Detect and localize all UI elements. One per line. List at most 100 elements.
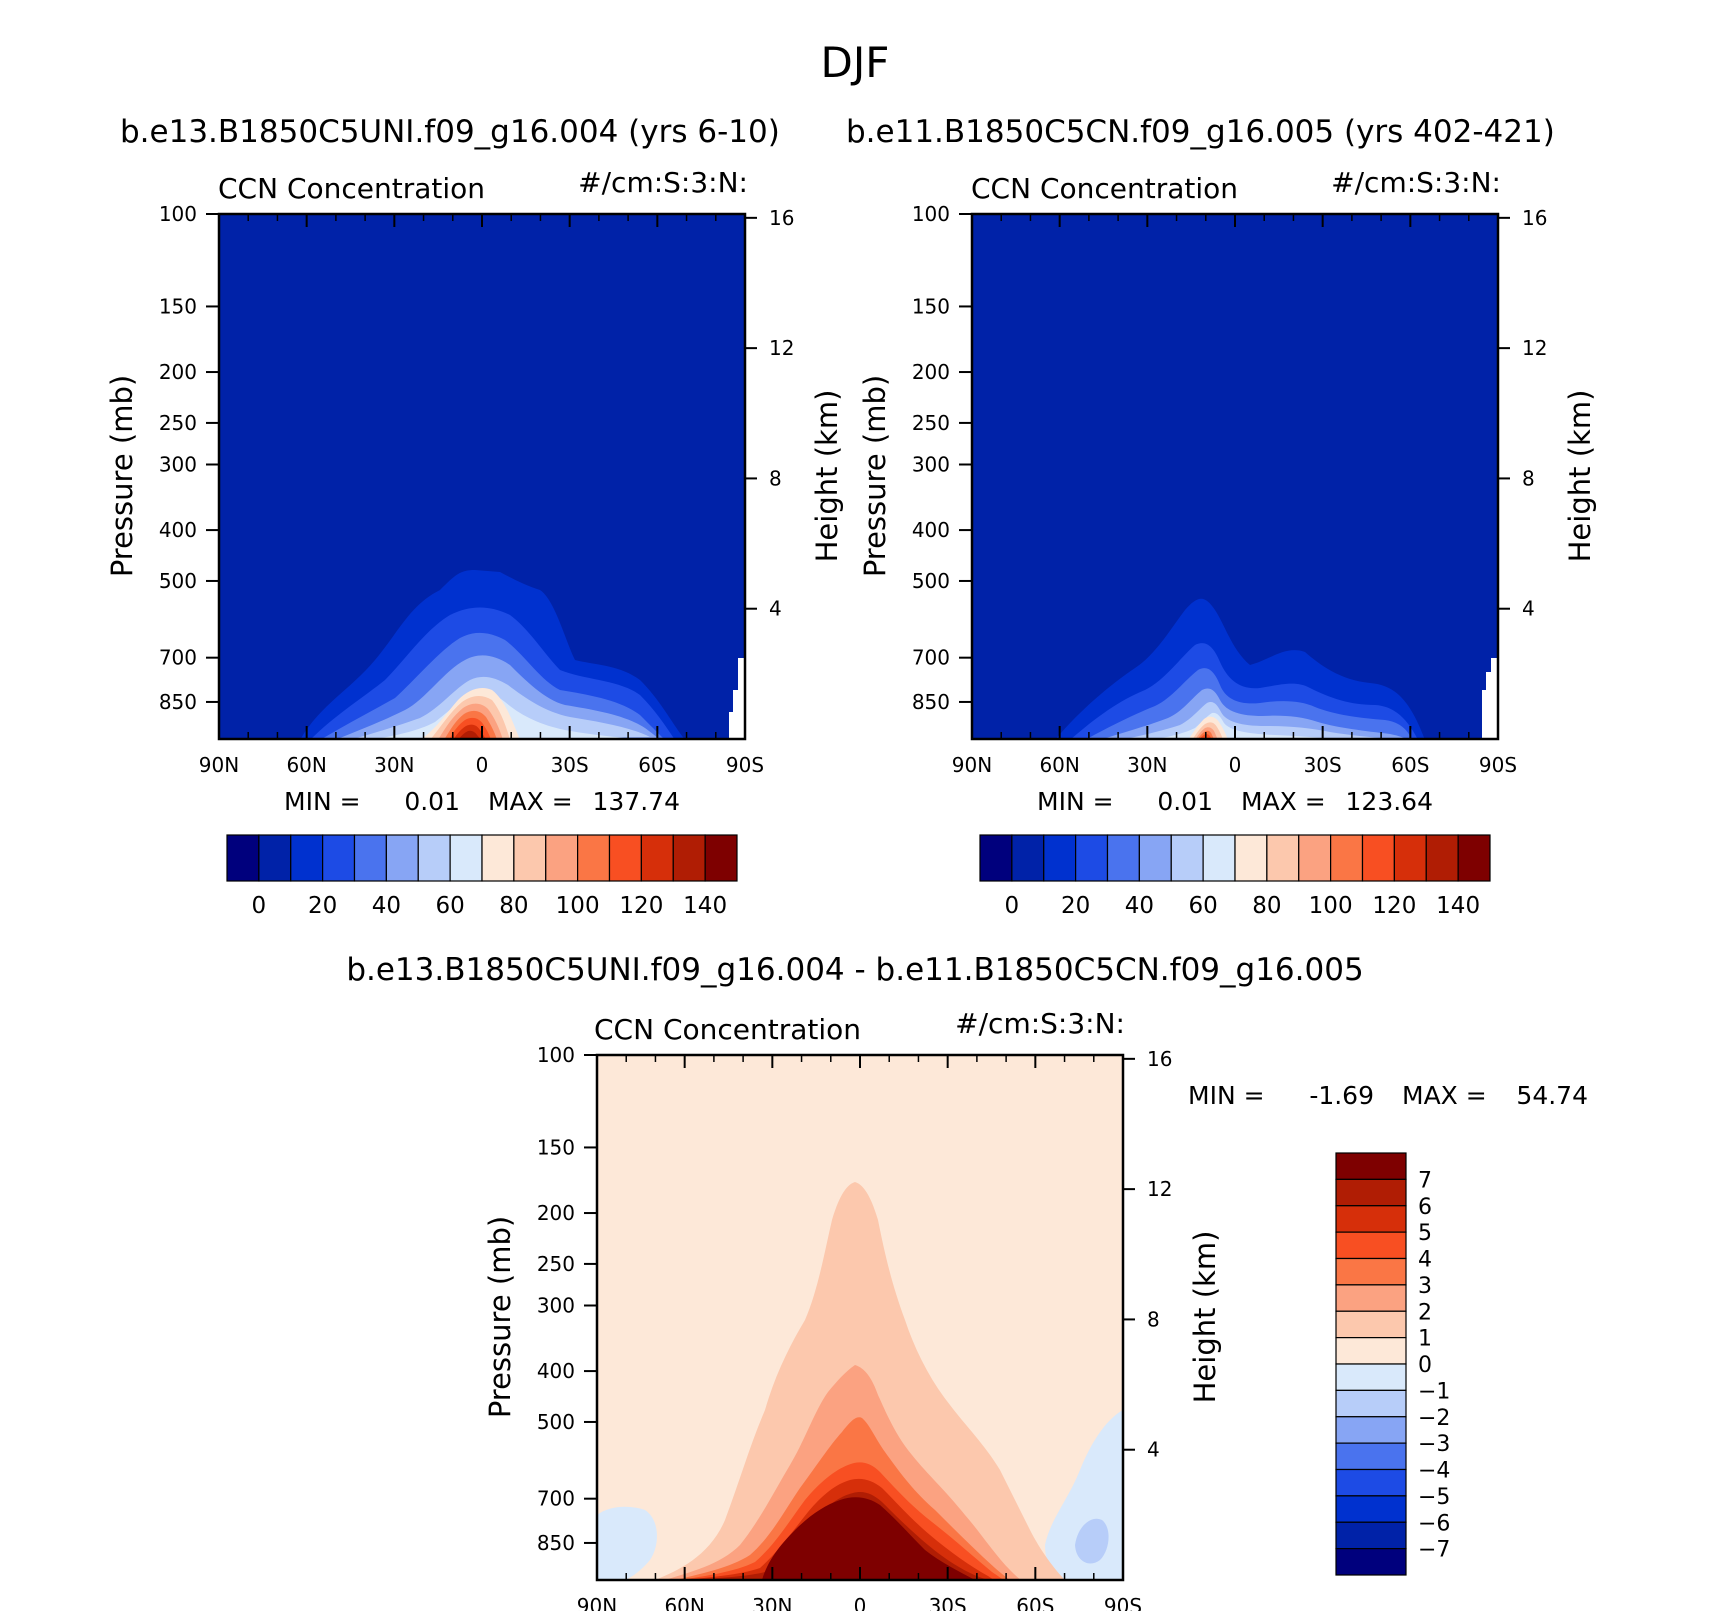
colorbar-label: −6 <box>1418 1511 1450 1536</box>
figure-title: DJF <box>820 38 890 87</box>
y2-tick-label: 4 <box>1147 1438 1160 1462</box>
colorbar-swatch <box>1011 834 1045 882</box>
colorbar-swatch <box>1335 1442 1407 1471</box>
panel-2-min-label: MIN = <box>1037 787 1114 816</box>
x-tick-label: 90N <box>577 1594 617 1611</box>
colorbar-label: −2 <box>1418 1406 1450 1431</box>
panel-2-min: 0.01 <box>1157 787 1213 816</box>
colorbar-swatch <box>353 834 387 882</box>
colorbar-swatch <box>258 834 292 882</box>
colorbar-swatch <box>1298 834 1332 882</box>
colorbar-label: 120 <box>1372 893 1416 919</box>
y-tick-label: 150 <box>912 294 950 318</box>
x-tick-label: 60N <box>286 753 326 777</box>
panel-3-neg-north <box>597 1506 657 1580</box>
panel-1-colorbar: 0 20 40 60 80 100 120 140 <box>226 834 738 919</box>
colorbar-label: −1 <box>1418 1379 1450 1404</box>
colorbar-label: 3 <box>1418 1274 1432 1299</box>
colorbar-label: 1 <box>1418 1327 1432 1352</box>
colorbar-label: −5 <box>1418 1485 1450 1510</box>
y-tick-label: 500 <box>537 1410 575 1434</box>
colorbar-label: 2 <box>1418 1300 1432 1325</box>
panel-1-y2label: Height (km) <box>810 390 844 563</box>
y-tick-label: 200 <box>159 360 197 384</box>
colorbar-swatch <box>1335 1178 1407 1207</box>
x-tick-label: 60N <box>1039 753 1079 777</box>
x-tick-label: 60S <box>1391 753 1429 777</box>
colorbar-swatch <box>1335 1310 1407 1339</box>
colorbar-label: 40 <box>372 893 401 919</box>
colorbar-swatch <box>449 834 483 882</box>
colorbar-swatch <box>1335 1257 1407 1286</box>
colorbar-swatch <box>1457 834 1491 882</box>
colorbar-swatch <box>1330 834 1364 882</box>
panel-3-ylabel: Pressure (mb) <box>483 1216 517 1418</box>
colorbar-swatch <box>1043 834 1077 882</box>
panel-1-variable: CCN Concentration <box>218 172 485 205</box>
panel-2-missing-3 <box>1482 690 1487 739</box>
panel-3-max-label: MAX = <box>1402 1081 1487 1110</box>
panel3-header: b.e13.B1850C5UNI.f09_g16.004 - b.e11.B18… <box>346 952 1364 988</box>
y2-tick-label: 4 <box>769 597 782 621</box>
colorbar-swatch <box>672 834 706 882</box>
colorbar-swatch <box>1335 1389 1407 1418</box>
colorbar-label: 80 <box>499 893 528 919</box>
y-tick-label: 100 <box>537 1043 575 1067</box>
colorbar-label: 0 <box>1005 893 1020 919</box>
y2-tick-label: 12 <box>769 336 794 360</box>
panel-3-min: -1.69 <box>1309 1081 1374 1110</box>
panel-1-missing-3 <box>729 712 734 739</box>
y-tick-label: 300 <box>159 452 197 476</box>
x-tick-label: 30N <box>752 1594 792 1611</box>
x-tick-label: 30S <box>551 753 589 777</box>
colorbar-label: 40 <box>1125 893 1154 919</box>
y2-tick-label: 12 <box>1147 1177 1172 1201</box>
colorbar-label: 100 <box>556 893 600 919</box>
y-tick-label: 700 <box>537 1487 575 1511</box>
x-tick-label: 0 <box>476 753 489 777</box>
x-tick-label: 30S <box>1304 753 1342 777</box>
x-tick-label: 0 <box>854 1594 867 1611</box>
colorbar-swatch <box>1335 1231 1407 1260</box>
panel-2-y2label: Height (km) <box>1563 390 1597 563</box>
colorbar-label: 5 <box>1418 1221 1432 1246</box>
panel-1-ylabel: Pressure (mb) <box>105 375 139 577</box>
panel-1-axis-ticks: 90N 60N 30N 0 30S 60S 90S 100 150 200 250 300 400 500… <box>159 202 795 777</box>
y-tick-label: 100 <box>159 202 197 226</box>
x-tick-label: 90S <box>1104 1594 1142 1611</box>
colorbar-label: 80 <box>1252 893 1281 919</box>
panel-2-max: 123.64 <box>1346 787 1433 816</box>
panel2-header: b.e11.B1850C5CN.f09_g16.005 (yrs 402-421… <box>846 114 1555 150</box>
y-tick-label: 500 <box>912 569 950 593</box>
panel-1-field <box>219 214 745 739</box>
y2-tick-label: 8 <box>1147 1307 1160 1331</box>
y-tick-label: 400 <box>537 1359 575 1383</box>
y-tick-label: 150 <box>159 294 197 318</box>
colorbar-swatch <box>1138 834 1172 882</box>
x-tick-label: 30N <box>374 753 414 777</box>
y-tick-label: 300 <box>537 1293 575 1317</box>
y-tick-label: 150 <box>537 1135 575 1159</box>
colorbar-label: −7 <box>1418 1538 1450 1563</box>
x-tick-label: 90S <box>726 753 764 777</box>
y2-tick-label: 4 <box>1522 597 1535 621</box>
panel-2-field <box>972 214 1498 739</box>
panel-1-min: 0.01 <box>404 787 460 816</box>
panel-3-field <box>597 1055 1123 1580</box>
colorbar-label: 120 <box>619 893 663 919</box>
y2-tick-label: 16 <box>1147 1047 1172 1071</box>
colorbar-label: 100 <box>1309 893 1353 919</box>
panel-2-ylabel: Pressure (mb) <box>858 375 892 577</box>
colorbar-label: 0 <box>1418 1353 1432 1378</box>
y-tick-label: 250 <box>912 411 950 435</box>
panel-1-min-label: MIN = <box>284 787 361 816</box>
y-tick-label: 250 <box>537 1252 575 1276</box>
x-tick-label: 30N <box>1127 753 1167 777</box>
panel-1-contour-13 <box>458 730 480 739</box>
colorbar-swatch <box>1335 1205 1407 1233</box>
colorbar-swatch <box>979 834 1013 882</box>
y-tick-label: 850 <box>537 1531 575 1555</box>
x-tick-label: 60N <box>664 1594 704 1611</box>
y2-tick-label: 16 <box>1522 206 1547 230</box>
